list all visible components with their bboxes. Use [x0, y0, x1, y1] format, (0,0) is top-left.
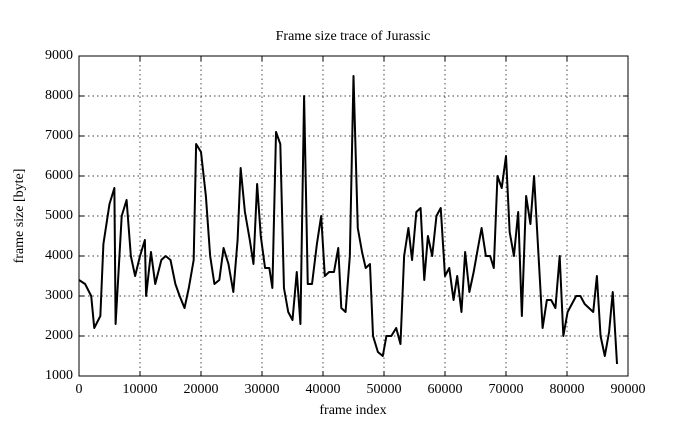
x-tick-label: 30000	[245, 382, 280, 397]
y-tick-label: 6000	[45, 168, 73, 183]
y-tick-label: 3000	[45, 288, 73, 303]
x-tick-label: 10000	[123, 382, 158, 397]
x-axis-label: frame index	[319, 403, 386, 418]
x-tick-label: 70000	[489, 382, 524, 397]
x-tick-label: 40000	[306, 382, 341, 397]
chart-title: Frame size trace of Jurassic	[276, 29, 431, 44]
x-tick-label: 20000	[184, 382, 219, 397]
y-tick-label: 8000	[45, 88, 73, 103]
y-tick-label: 7000	[45, 128, 73, 143]
x-tick-label: 90000	[611, 382, 646, 397]
y-tick-label: 1000	[45, 368, 73, 383]
y-axis-label: frame size [byte]	[12, 169, 27, 264]
y-tick-label: 5000	[45, 208, 73, 223]
x-tick-label: 0	[76, 382, 83, 397]
x-tick-label: 60000	[428, 382, 463, 397]
y-tick-label: 9000	[45, 48, 73, 63]
y-tick-label: 4000	[45, 248, 73, 263]
y-tick-label: 2000	[45, 328, 73, 343]
x-tick-label: 80000	[550, 382, 585, 397]
data-line	[78, 75, 619, 365]
x-tick-label: 50000	[367, 382, 402, 397]
